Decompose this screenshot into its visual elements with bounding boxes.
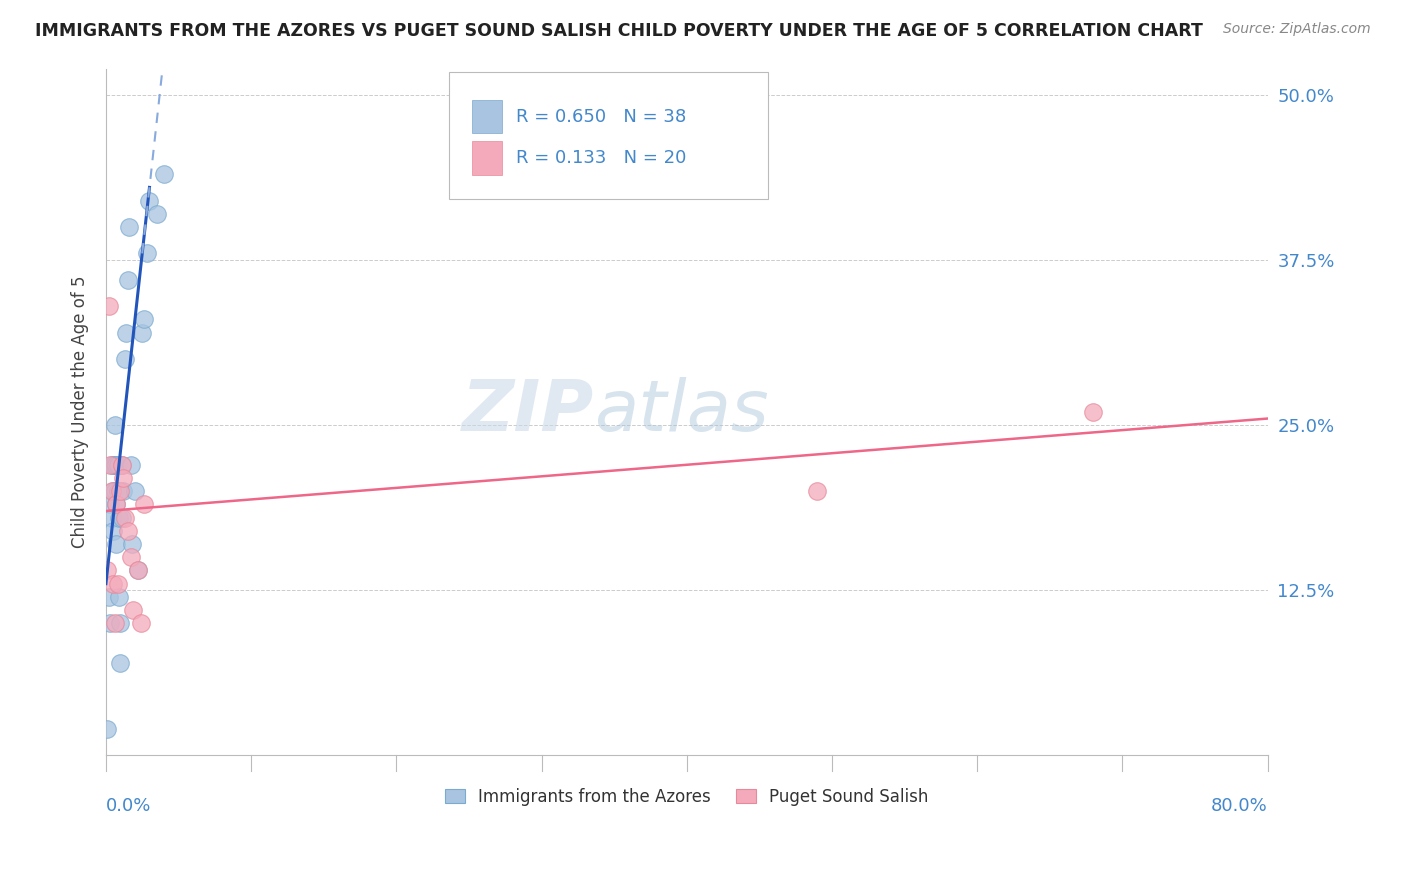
- Point: [132, 312, 155, 326]
- Point: [127, 563, 149, 577]
- Point: [111, 458, 134, 472]
- Point: [114, 352, 136, 367]
- Point: [108, 590, 131, 604]
- Point: [98, 497, 121, 511]
- Point: [107, 484, 129, 499]
- Point: [96, 563, 118, 577]
- Text: 0.0%: 0.0%: [105, 797, 152, 814]
- Point: [124, 484, 146, 499]
- Point: [135, 246, 157, 260]
- Text: Source: ZipAtlas.com: Source: ZipAtlas.com: [1223, 22, 1371, 37]
- Point: [104, 484, 127, 499]
- Text: ZIP: ZIP: [461, 377, 593, 446]
- Point: [100, 484, 122, 499]
- Point: [105, 497, 128, 511]
- Point: [111, 458, 134, 472]
- Point: [104, 616, 127, 631]
- Point: [98, 616, 121, 631]
- Text: R = 0.650   N = 38: R = 0.650 N = 38: [516, 108, 686, 126]
- Point: [120, 550, 142, 565]
- Point: [145, 207, 167, 221]
- FancyBboxPatch shape: [472, 141, 502, 175]
- Point: [121, 537, 143, 551]
- Point: [112, 484, 135, 499]
- Point: [107, 458, 129, 472]
- Point: [104, 418, 127, 433]
- Point: [114, 510, 136, 524]
- Text: atlas: atlas: [593, 377, 769, 446]
- Point: [112, 471, 135, 485]
- Point: [100, 458, 122, 472]
- Text: IMMIGRANTS FROM THE AZORES VS PUGET SOUND SALISH CHILD POVERTY UNDER THE AGE OF : IMMIGRANTS FROM THE AZORES VS PUGET SOUN…: [35, 22, 1204, 40]
- Point: [104, 458, 127, 472]
- Text: R = 0.133   N = 20: R = 0.133 N = 20: [516, 149, 686, 167]
- Legend: Immigrants from the Azores, Puget Sound Salish: Immigrants from the Azores, Puget Sound …: [439, 780, 935, 813]
- Y-axis label: Child Poverty Under the Age of 5: Child Poverty Under the Age of 5: [72, 276, 89, 549]
- Point: [105, 458, 128, 472]
- Point: [120, 458, 142, 472]
- Point: [105, 537, 128, 551]
- Point: [153, 167, 176, 181]
- Point: [101, 576, 124, 591]
- Point: [101, 458, 124, 472]
- Point: [98, 458, 121, 472]
- Point: [105, 497, 128, 511]
- Point: [131, 326, 153, 340]
- Point: [97, 299, 120, 313]
- FancyBboxPatch shape: [472, 100, 502, 134]
- Point: [97, 590, 120, 604]
- Point: [110, 484, 132, 499]
- Point: [96, 722, 118, 736]
- Point: [101, 524, 124, 538]
- Point: [101, 484, 124, 499]
- Point: [132, 497, 155, 511]
- Point: [107, 576, 129, 591]
- Point: [110, 656, 132, 670]
- Text: 80.0%: 80.0%: [1211, 797, 1268, 814]
- Point: [118, 220, 141, 235]
- Point: [100, 510, 122, 524]
- Point: [108, 510, 131, 524]
- FancyBboxPatch shape: [449, 72, 768, 199]
- Point: [111, 510, 134, 524]
- Point: [138, 194, 160, 208]
- Point: [806, 484, 828, 499]
- Point: [129, 616, 152, 631]
- Point: [117, 524, 139, 538]
- Point: [127, 563, 149, 577]
- Point: [122, 603, 145, 617]
- Point: [110, 616, 132, 631]
- Point: [115, 326, 138, 340]
- Point: [117, 273, 139, 287]
- Point: [1083, 405, 1105, 419]
